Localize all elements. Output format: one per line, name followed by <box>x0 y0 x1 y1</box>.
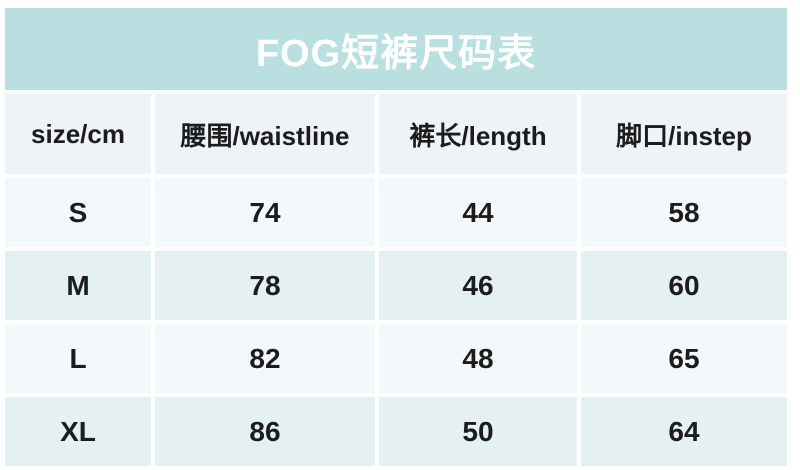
cell-waistline: 82 <box>155 324 375 393</box>
cell-waistline: 74 <box>155 178 375 247</box>
title-row: FOG短裤尺码表 <box>5 8 788 90</box>
cell-length: 48 <box>379 324 577 393</box>
cell-instep: 60 <box>581 251 788 320</box>
cell-size: S <box>5 178 151 247</box>
cell-size: M <box>5 251 151 320</box>
column-header-waistline: 腰围/waistline <box>155 94 375 174</box>
cell-waistline: 78 <box>155 251 375 320</box>
table-row-l: L 82 48 65 <box>5 324 788 393</box>
size-chart-table: FOG短裤尺码表 size/cm 腰围/waistline 裤长/length … <box>1 4 791 470</box>
table-row-s: S 74 44 58 <box>5 178 788 247</box>
cell-waistline: 86 <box>155 397 375 466</box>
cell-length: 44 <box>379 178 577 247</box>
column-header-size: size/cm <box>5 94 151 174</box>
cell-size: L <box>5 324 151 393</box>
cell-size: XL <box>5 397 151 466</box>
cell-length: 46 <box>379 251 577 320</box>
column-header-instep: 脚口/instep <box>581 94 788 174</box>
table-row-xl: XL 86 50 64 <box>5 397 788 466</box>
cell-instep: 64 <box>581 397 788 466</box>
cell-length: 50 <box>379 397 577 466</box>
cell-instep: 58 <box>581 178 788 247</box>
cell-instep: 65 <box>581 324 788 393</box>
column-header-length: 裤长/length <box>379 94 577 174</box>
header-row: size/cm 腰围/waistline 裤长/length 脚口/instep <box>5 94 788 174</box>
table-row-m: M 78 46 60 <box>5 251 788 320</box>
chart-title: FOG短裤尺码表 <box>5 8 788 90</box>
